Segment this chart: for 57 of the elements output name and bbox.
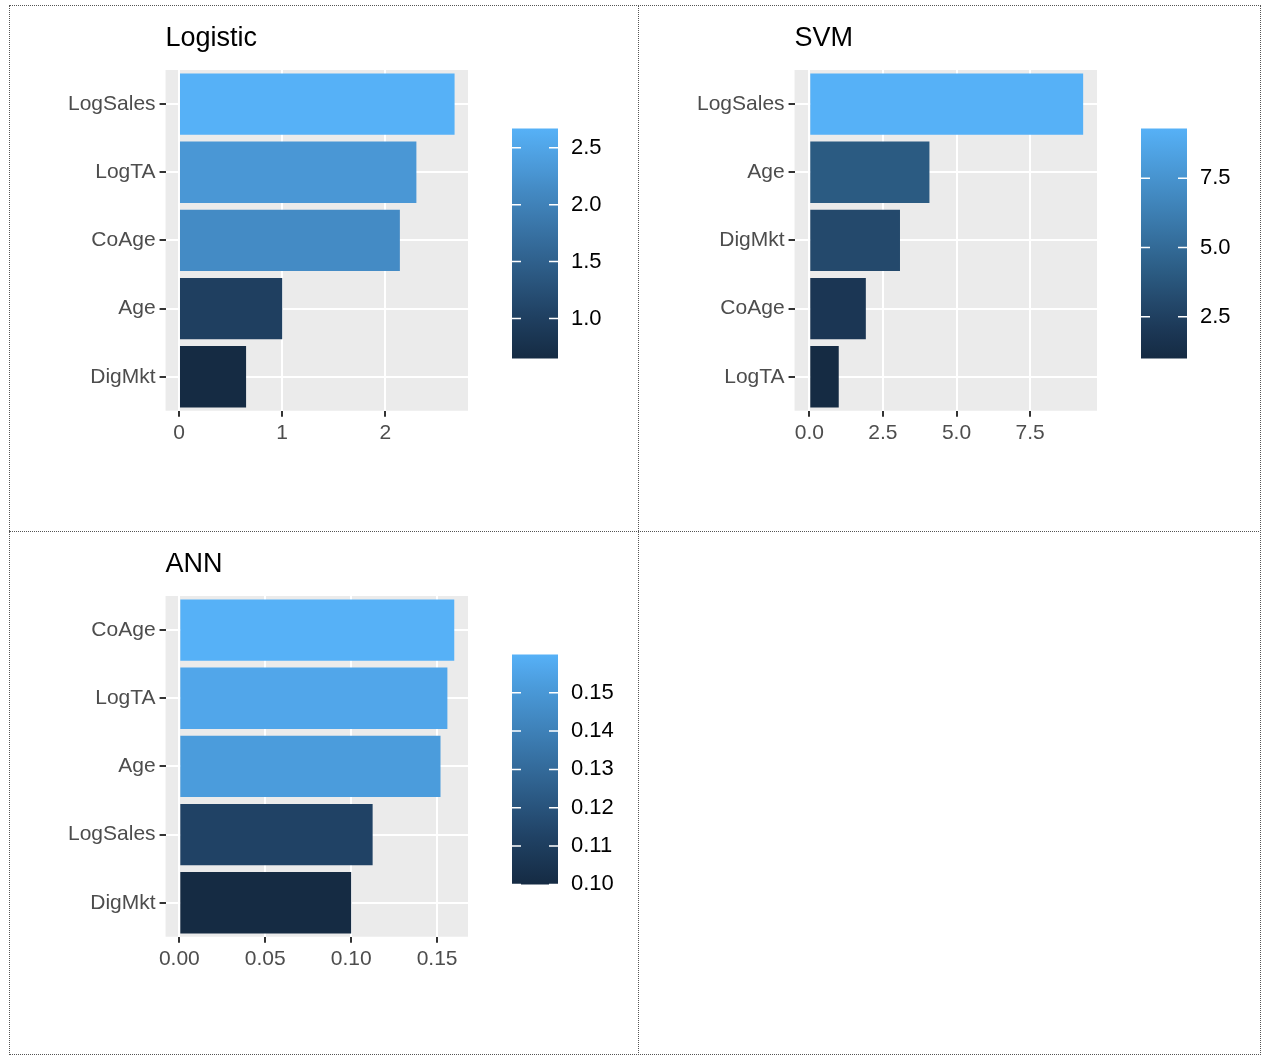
color-bar-label: 0.13 bbox=[571, 755, 614, 781]
color-bar-label: 1.0 bbox=[571, 304, 602, 330]
y-tick-label: Age bbox=[118, 295, 156, 319]
bar bbox=[179, 209, 400, 272]
color-bar-label: 0.14 bbox=[571, 717, 614, 743]
y-tick-label: DigMkt bbox=[90, 363, 156, 387]
bar bbox=[180, 735, 441, 798]
x-tick-label: 7.5 bbox=[1015, 420, 1045, 444]
x-tick-label: 0.15 bbox=[416, 946, 458, 970]
x-tick-label: 2.5 bbox=[868, 420, 898, 444]
color-bar-label: 0.11 bbox=[571, 832, 613, 858]
bar bbox=[180, 803, 373, 866]
y-tick-label: CoAge bbox=[91, 227, 156, 251]
color-bar-label: 0.15 bbox=[571, 678, 614, 704]
x-tick-label: 5.0 bbox=[941, 420, 972, 444]
color-bar-label: 0.12 bbox=[571, 793, 614, 819]
y-tick-label: Age bbox=[747, 159, 785, 183]
y-tick-label: DigMkt bbox=[90, 889, 156, 913]
y-tick-label: CoAge bbox=[720, 295, 785, 319]
x-tick-label: 0.00 bbox=[158, 946, 200, 970]
bar bbox=[810, 346, 839, 408]
x-tick-label: 0.05 bbox=[244, 946, 286, 970]
x-tick-label: 0 bbox=[173, 420, 185, 444]
chart-title: ANN bbox=[165, 548, 223, 578]
bar bbox=[179, 277, 283, 340]
x-tick-label: 0.10 bbox=[330, 946, 372, 970]
y-tick-label: CoAge bbox=[91, 616, 156, 640]
bar bbox=[810, 277, 866, 340]
color-bar-label: 2.0 bbox=[571, 190, 602, 216]
x-tick-label: 1 bbox=[276, 420, 289, 444]
y-tick-label: LogSales bbox=[696, 90, 785, 114]
bar bbox=[180, 599, 455, 661]
y-tick-label: LogSales bbox=[67, 821, 156, 845]
y-tick-label: Age bbox=[118, 753, 156, 777]
x-tick-label: 0.0 bbox=[794, 420, 824, 444]
bar bbox=[179, 346, 247, 408]
bar bbox=[179, 73, 455, 135]
bar bbox=[810, 73, 1084, 135]
bar bbox=[180, 872, 352, 934]
color-bar-label: 7.5 bbox=[1200, 164, 1231, 190]
color-bar-label: 1.5 bbox=[571, 247, 602, 273]
y-tick-label: LogTA bbox=[95, 685, 156, 709]
y-tick-label: LogTA bbox=[95, 159, 156, 183]
color-bar-label: 2.5 bbox=[1200, 302, 1231, 328]
bar bbox=[180, 667, 448, 729]
color-bar-label: 2.5 bbox=[571, 133, 602, 159]
y-tick-label: LogTA bbox=[724, 363, 785, 387]
y-tick-label: DigMkt bbox=[719, 227, 785, 251]
color-bar-label: 5.0 bbox=[1200, 233, 1231, 259]
color-bar-label: 0.10 bbox=[571, 870, 614, 896]
bar bbox=[810, 141, 930, 203]
chart-title: Logistic bbox=[165, 22, 258, 52]
y-tick-label: LogSales bbox=[67, 90, 156, 114]
bar bbox=[179, 141, 417, 203]
bar bbox=[810, 209, 900, 272]
chart-title: SVM bbox=[794, 22, 854, 52]
x-tick-label: 2 bbox=[379, 420, 392, 444]
